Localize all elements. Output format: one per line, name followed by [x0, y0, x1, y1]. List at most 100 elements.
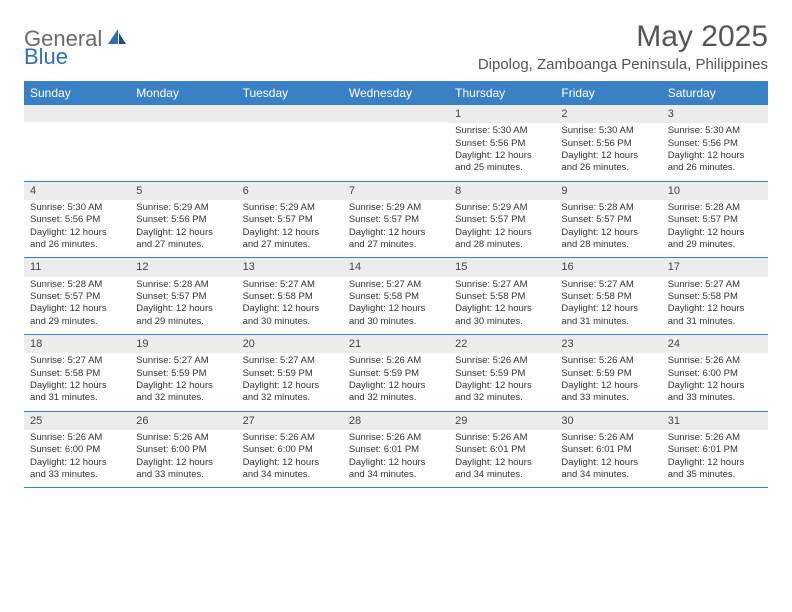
sunset-line: Sunset: 6:01 PM	[561, 444, 655, 456]
day-number: 26	[130, 412, 236, 430]
day-cell: 24Sunrise: 5:26 AMSunset: 6:00 PMDayligh…	[662, 335, 768, 411]
daylight-line-2: and 30 minutes.	[243, 316, 337, 328]
day-cell: 7Sunrise: 5:29 AMSunset: 5:57 PMDaylight…	[343, 182, 449, 258]
day-details: Sunrise: 5:29 AMSunset: 5:56 PMDaylight:…	[130, 200, 236, 257]
day-number: 9	[555, 182, 661, 200]
daylight-line-1: Daylight: 12 hours	[668, 457, 762, 469]
day-number: 21	[343, 335, 449, 353]
daylight-line-1: Daylight: 12 hours	[455, 380, 549, 392]
sunrise-line: Sunrise: 5:26 AM	[668, 355, 762, 367]
daylight-line-2: and 28 minutes.	[455, 239, 549, 251]
day-details: Sunrise: 5:27 AMSunset: 5:58 PMDaylight:…	[343, 277, 449, 334]
day-cell: 27Sunrise: 5:26 AMSunset: 6:00 PMDayligh…	[237, 412, 343, 488]
sunset-line: Sunset: 6:01 PM	[349, 444, 443, 456]
day-number: 18	[24, 335, 130, 353]
day-details: Sunrise: 5:26 AMSunset: 6:00 PMDaylight:…	[237, 430, 343, 487]
daylight-line-1: Daylight: 12 hours	[349, 227, 443, 239]
day-number: 20	[237, 335, 343, 353]
day-number: 7	[343, 182, 449, 200]
sunrise-line: Sunrise: 5:28 AM	[30, 279, 124, 291]
weekday-header-row: SundayMondayTuesdayWednesdayThursdayFrid…	[24, 81, 768, 105]
sunrise-line: Sunrise: 5:26 AM	[243, 432, 337, 444]
day-cell: 1Sunrise: 5:30 AMSunset: 5:56 PMDaylight…	[449, 105, 555, 181]
daylight-line-1: Daylight: 12 hours	[668, 380, 762, 392]
daylight-line-2: and 32 minutes.	[455, 392, 549, 404]
sunset-line: Sunset: 5:57 PM	[30, 291, 124, 303]
day-cell: 29Sunrise: 5:26 AMSunset: 6:01 PMDayligh…	[449, 412, 555, 488]
sunrise-line: Sunrise: 5:26 AM	[561, 355, 655, 367]
sunset-line: Sunset: 5:58 PM	[243, 291, 337, 303]
sunset-line: Sunset: 5:59 PM	[243, 368, 337, 380]
sunrise-line: Sunrise: 5:27 AM	[668, 279, 762, 291]
day-cell	[130, 105, 236, 181]
day-details: Sunrise: 5:26 AMSunset: 6:01 PMDaylight:…	[662, 430, 768, 487]
day-cell: 20Sunrise: 5:27 AMSunset: 5:59 PMDayligh…	[237, 335, 343, 411]
weekday-header: Sunday	[24, 81, 130, 105]
day-number: 24	[662, 335, 768, 353]
daylight-line-2: and 33 minutes.	[136, 469, 230, 481]
day-details: Sunrise: 5:29 AMSunset: 5:57 PMDaylight:…	[343, 200, 449, 257]
daylight-line-2: and 34 minutes.	[561, 469, 655, 481]
day-cell: 10Sunrise: 5:28 AMSunset: 5:57 PMDayligh…	[662, 182, 768, 258]
sunrise-line: Sunrise: 5:30 AM	[455, 125, 549, 137]
sunset-line: Sunset: 5:59 PM	[455, 368, 549, 380]
day-cell: 30Sunrise: 5:26 AMSunset: 6:01 PMDayligh…	[555, 412, 661, 488]
sunset-line: Sunset: 5:57 PM	[136, 291, 230, 303]
day-number: 6	[237, 182, 343, 200]
daylight-line-2: and 31 minutes.	[30, 392, 124, 404]
sunset-line: Sunset: 6:00 PM	[136, 444, 230, 456]
daylight-line-1: Daylight: 12 hours	[455, 457, 549, 469]
daylight-line-1: Daylight: 12 hours	[561, 150, 655, 162]
sunrise-line: Sunrise: 5:26 AM	[668, 432, 762, 444]
daylight-line-1: Daylight: 12 hours	[30, 457, 124, 469]
sunset-line: Sunset: 5:58 PM	[349, 291, 443, 303]
sunset-line: Sunset: 5:59 PM	[136, 368, 230, 380]
day-number: 11	[24, 258, 130, 276]
day-details: Sunrise: 5:26 AMSunset: 6:01 PMDaylight:…	[555, 430, 661, 487]
daylight-line-2: and 30 minutes.	[455, 316, 549, 328]
day-cell: 8Sunrise: 5:29 AMSunset: 5:57 PMDaylight…	[449, 182, 555, 258]
day-cell: 25Sunrise: 5:26 AMSunset: 6:00 PMDayligh…	[24, 412, 130, 488]
day-cell: 12Sunrise: 5:28 AMSunset: 5:57 PMDayligh…	[130, 258, 236, 334]
daylight-line-1: Daylight: 12 hours	[349, 380, 443, 392]
sunrise-line: Sunrise: 5:30 AM	[561, 125, 655, 137]
sunset-line: Sunset: 6:01 PM	[455, 444, 549, 456]
daylight-line-1: Daylight: 12 hours	[561, 303, 655, 315]
sunrise-line: Sunrise: 5:26 AM	[349, 355, 443, 367]
day-cell: 3Sunrise: 5:30 AMSunset: 5:56 PMDaylight…	[662, 105, 768, 181]
day-cell: 22Sunrise: 5:26 AMSunset: 5:59 PMDayligh…	[449, 335, 555, 411]
title-block: May 2025 Dipolog, Zamboanga Peninsula, P…	[478, 20, 768, 73]
daylight-line-2: and 30 minutes.	[349, 316, 443, 328]
week-row: 11Sunrise: 5:28 AMSunset: 5:57 PMDayligh…	[24, 258, 768, 335]
day-cell: 9Sunrise: 5:28 AMSunset: 5:57 PMDaylight…	[555, 182, 661, 258]
daylight-line-2: and 28 minutes.	[561, 239, 655, 251]
daylight-line-2: and 32 minutes.	[349, 392, 443, 404]
day-cell	[343, 105, 449, 181]
day-number: 10	[662, 182, 768, 200]
daylight-line-2: and 31 minutes.	[561, 316, 655, 328]
day-details: Sunrise: 5:27 AMSunset: 5:58 PMDaylight:…	[24, 353, 130, 410]
day-details: Sunrise: 5:30 AMSunset: 5:56 PMDaylight:…	[24, 200, 130, 257]
sunset-line: Sunset: 5:57 PM	[243, 214, 337, 226]
day-number	[130, 105, 236, 122]
daylight-line-2: and 29 minutes.	[136, 316, 230, 328]
daylight-line-2: and 32 minutes.	[136, 392, 230, 404]
day-number: 23	[555, 335, 661, 353]
day-cell: 11Sunrise: 5:28 AMSunset: 5:57 PMDayligh…	[24, 258, 130, 334]
day-details: Sunrise: 5:26 AMSunset: 5:59 PMDaylight:…	[343, 353, 449, 410]
day-number: 19	[130, 335, 236, 353]
daylight-line-2: and 27 minutes.	[349, 239, 443, 251]
day-details: Sunrise: 5:30 AMSunset: 5:56 PMDaylight:…	[555, 123, 661, 180]
sunset-line: Sunset: 5:57 PM	[349, 214, 443, 226]
sunrise-line: Sunrise: 5:27 AM	[455, 279, 549, 291]
sunset-line: Sunset: 6:00 PM	[243, 444, 337, 456]
daylight-line-1: Daylight: 12 hours	[243, 457, 337, 469]
day-cell: 2Sunrise: 5:30 AMSunset: 5:56 PMDaylight…	[555, 105, 661, 181]
daylight-line-1: Daylight: 12 hours	[30, 380, 124, 392]
daylight-line-2: and 33 minutes.	[668, 392, 762, 404]
month-title: May 2025	[478, 20, 768, 54]
day-number: 17	[662, 258, 768, 276]
day-cell: 15Sunrise: 5:27 AMSunset: 5:58 PMDayligh…	[449, 258, 555, 334]
sunset-line: Sunset: 5:59 PM	[561, 368, 655, 380]
sunrise-line: Sunrise: 5:28 AM	[136, 279, 230, 291]
